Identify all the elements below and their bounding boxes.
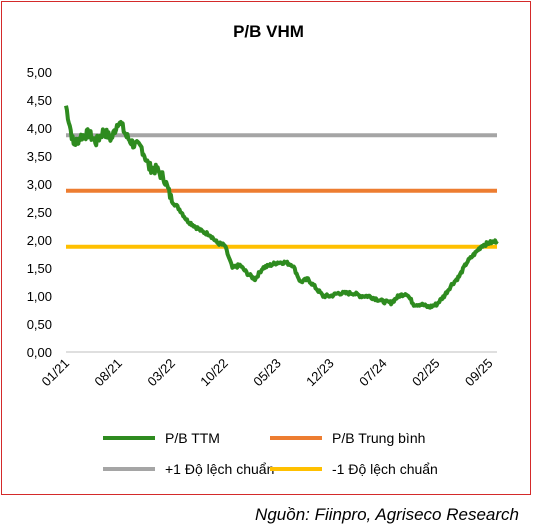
legend-item-minus-1sd: -1 Độ lệch chuẩn: [270, 459, 438, 479]
x-tick-label: 10/22: [197, 356, 231, 390]
chart-title: P/B VHM: [233, 22, 304, 41]
x-tick-label: 08/21: [91, 356, 125, 390]
y-tick-label: 4,50: [27, 93, 52, 108]
legend-label: P/B Trung bình: [332, 430, 426, 446]
y-tick-label: 1,50: [27, 261, 52, 276]
legend-label: P/B TTM: [165, 430, 220, 446]
legend-item-pb-mean: P/B Trung bình: [270, 428, 425, 448]
legend-swatch-minus-1sd: [270, 467, 322, 471]
x-tick-label: 01/21: [39, 356, 73, 390]
x-tick-label: 07/24: [356, 356, 390, 390]
y-tick-label: 2,50: [27, 205, 52, 220]
x-tick-label: 12/23: [303, 356, 337, 390]
y-tick-label: 3,50: [27, 149, 52, 164]
legend-label: -1 Độ lệch chuẩn: [332, 461, 438, 477]
legend-swatch-pb-ttm: [103, 436, 155, 440]
pb-line-chart: 0,00 0,50 1,00 1,50 2,00 2,50 3,00 3,50 4,00 4,50…: [27, 65, 499, 390]
y-tick-label: 4,00: [27, 121, 52, 136]
y-tick-label: 2,00: [27, 233, 52, 248]
y-tick-label: 0,00: [27, 345, 52, 360]
x-tick-label: 03/22: [144, 356, 178, 390]
legend-swatch-plus-1sd: [103, 467, 155, 471]
x-tick-label: 05/23: [250, 356, 284, 390]
y-tick-label: 3,00: [27, 177, 52, 192]
pb-ttm-line: [64, 105, 499, 310]
y-tick-label: 1,00: [27, 289, 52, 304]
legend-swatch-pb-mean: [270, 436, 322, 440]
source-note: Nguồn: Fiinpro, Agriseco Research: [255, 505, 519, 524]
legend-item-pb-ttm: P/B TTM: [103, 428, 220, 448]
legend-label: +1 Độ lệch chuẩn: [165, 461, 275, 477]
x-tick-label: 09/25: [462, 356, 496, 390]
x-tick-label: 02/25: [409, 356, 443, 390]
y-tick-label: 0,50: [27, 317, 52, 332]
legend: P/B TTM P/B Trung bình +1 Độ lệch chuẩn …: [0, 424, 537, 484]
legend-item-plus-1sd: +1 Độ lệch chuẩn: [103, 459, 274, 479]
y-tick-label: 5,00: [27, 65, 52, 80]
